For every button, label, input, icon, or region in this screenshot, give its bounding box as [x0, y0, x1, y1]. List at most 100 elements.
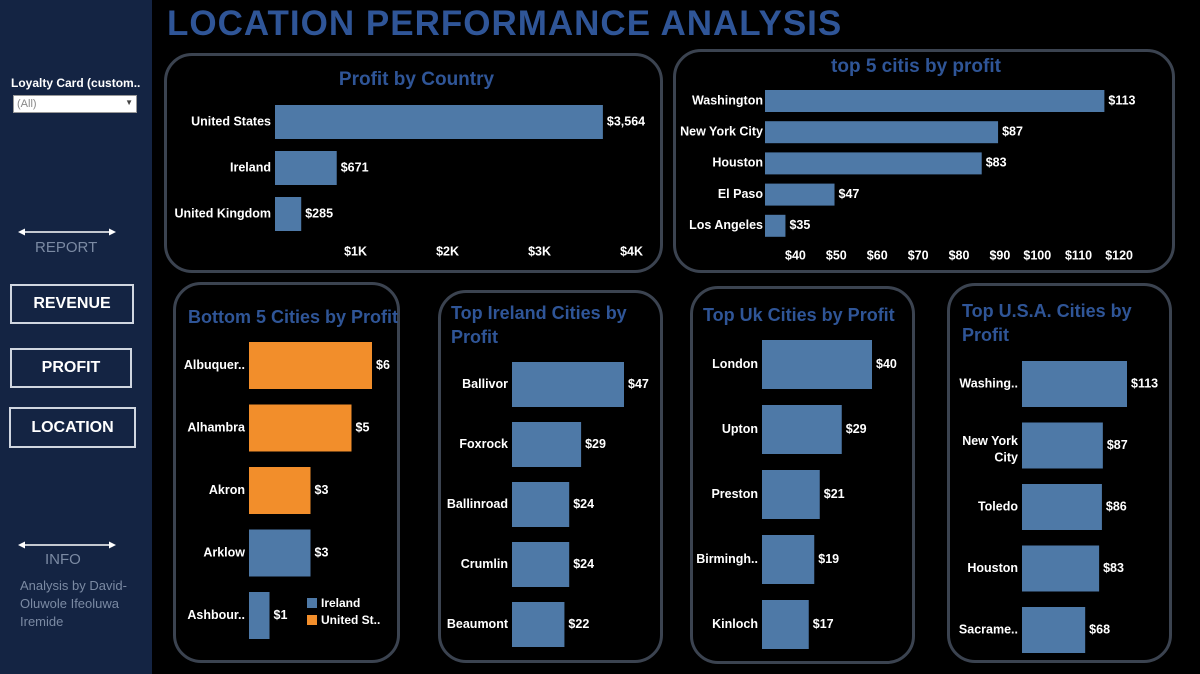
- data-label: $3: [315, 483, 329, 497]
- bar: [1022, 484, 1102, 530]
- location-button[interactable]: LOCATION: [9, 407, 136, 448]
- loyalty-card-filter-dropdown[interactable]: (All) ▼: [13, 95, 137, 113]
- country-profit-panel: Profit by Country: [164, 53, 663, 273]
- bar: [765, 90, 1105, 112]
- info-section-label: INFO: [45, 551, 81, 568]
- bar: [762, 340, 872, 389]
- data-label: $24: [573, 557, 594, 571]
- bar: [512, 422, 582, 467]
- bar: [762, 600, 809, 649]
- data-label: $86: [1106, 499, 1127, 513]
- bar: [762, 405, 842, 454]
- top5-cities-panel: top 5 citis by profit: [673, 49, 1175, 273]
- category-label: El Paso: [718, 187, 764, 201]
- data-label: $83: [986, 156, 1007, 170]
- label-line: New York: [962, 434, 1018, 448]
- ireland-cities-panel: Top Ireland Cities by Profit: [438, 290, 663, 663]
- bar: [275, 197, 302, 231]
- data-label: $22: [568, 617, 589, 631]
- category-label: Houston: [967, 561, 1018, 575]
- x-tick-label: $90: [989, 248, 1010, 262]
- data-label: $87: [1107, 438, 1128, 452]
- bottom5-cities-panel: Bottom 5 Cities by Profit: [173, 282, 400, 663]
- category-label: United Kingdom: [174, 206, 271, 220]
- author-credit: Analysis by David-Oluwole Ifeoluwa Iremi…: [20, 578, 127, 629]
- report-section-label: REPORT: [35, 239, 98, 256]
- data-label: $285: [305, 206, 333, 220]
- legend-label: Ireland: [321, 595, 361, 610]
- bar: [1022, 361, 1127, 407]
- legend-swatch: [307, 614, 317, 625]
- bar: [765, 121, 999, 144]
- category-label: Ireland: [230, 160, 271, 174]
- data-label: $671: [341, 160, 369, 174]
- data-label: $29: [585, 437, 606, 451]
- profit-button[interactable]: PROFIT: [10, 348, 132, 388]
- category-label: Toledo: [978, 499, 1018, 513]
- category-label: Upton: [722, 422, 758, 436]
- filter-label: Loyalty Card (custom..: [11, 76, 141, 90]
- x-tick-label: $4K: [620, 244, 643, 258]
- chart-title: Top Uk Cities by Profit: [703, 305, 895, 325]
- bar: [249, 404, 352, 452]
- bar: [275, 151, 337, 185]
- category-label: New York City: [680, 124, 763, 138]
- double-arrow-icon: [18, 541, 116, 549]
- x-tick-label: $100: [1023, 248, 1051, 262]
- data-label: $47: [839, 187, 860, 201]
- legend-item-united-states: United St..: [307, 611, 380, 628]
- revenue-button[interactable]: REVENUE: [10, 284, 134, 324]
- data-label: $40: [876, 357, 897, 371]
- uk-cities-panel: Top Uk Cities by Profit: [690, 286, 915, 664]
- bar: [512, 362, 624, 407]
- bar: [512, 542, 570, 587]
- category-label: London: [712, 357, 758, 371]
- bar: [762, 535, 815, 584]
- x-tick-label: $3K: [528, 244, 551, 258]
- data-label: $29: [846, 422, 867, 436]
- category-label: Preston: [711, 487, 758, 501]
- bar: [249, 342, 372, 389]
- category-label: Houston: [712, 156, 763, 170]
- data-label: $6: [376, 358, 390, 372]
- data-label: $3: [315, 545, 329, 559]
- category-label: Alhambra: [187, 420, 246, 434]
- legend-item-ireland: Ireland: [307, 594, 380, 611]
- bar: [1022, 545, 1100, 592]
- chart-title: Top U.S.A. Cities by Profit: [962, 301, 1132, 345]
- bar: [762, 470, 820, 519]
- bar: [765, 152, 982, 175]
- double-arrow-icon: [18, 228, 116, 236]
- data-label: $83: [1103, 561, 1124, 575]
- x-tick-label: $80: [949, 248, 970, 262]
- x-tick-label: $110: [1065, 248, 1092, 262]
- chart-title: Top Ireland Cities by Profit: [451, 303, 627, 347]
- category-label: Ballivor: [462, 377, 508, 391]
- x-tick-label: $1K: [344, 244, 367, 258]
- data-label: $113: [1131, 376, 1158, 390]
- sidebar: Loyalty Card (custom.. (All) ▼ REPORT RE…: [0, 0, 152, 674]
- bar: [275, 105, 603, 139]
- category-label: Arklow: [203, 545, 245, 559]
- data-label: $68: [1089, 622, 1110, 636]
- chart-legend: Ireland United St..: [307, 594, 380, 628]
- x-tick-label: $70: [908, 248, 929, 262]
- data-label: $19: [818, 552, 839, 566]
- category-label: Albuquer..: [184, 358, 245, 372]
- bar: [765, 183, 835, 206]
- category-label: Los Angeles: [689, 218, 763, 232]
- category-label: Ashbour..: [187, 608, 245, 622]
- data-label: $87: [1002, 124, 1023, 138]
- bar: [1022, 607, 1086, 653]
- data-label: $5: [356, 420, 370, 434]
- filter-value: (All): [17, 98, 37, 110]
- data-label: $1: [274, 608, 288, 622]
- bar: [249, 529, 311, 577]
- category-label: Akron: [209, 483, 245, 497]
- chevron-down-icon[interactable]: ▼: [125, 98, 133, 107]
- x-tick-label: $50: [826, 248, 847, 262]
- category-label: Crumlin: [461, 557, 508, 571]
